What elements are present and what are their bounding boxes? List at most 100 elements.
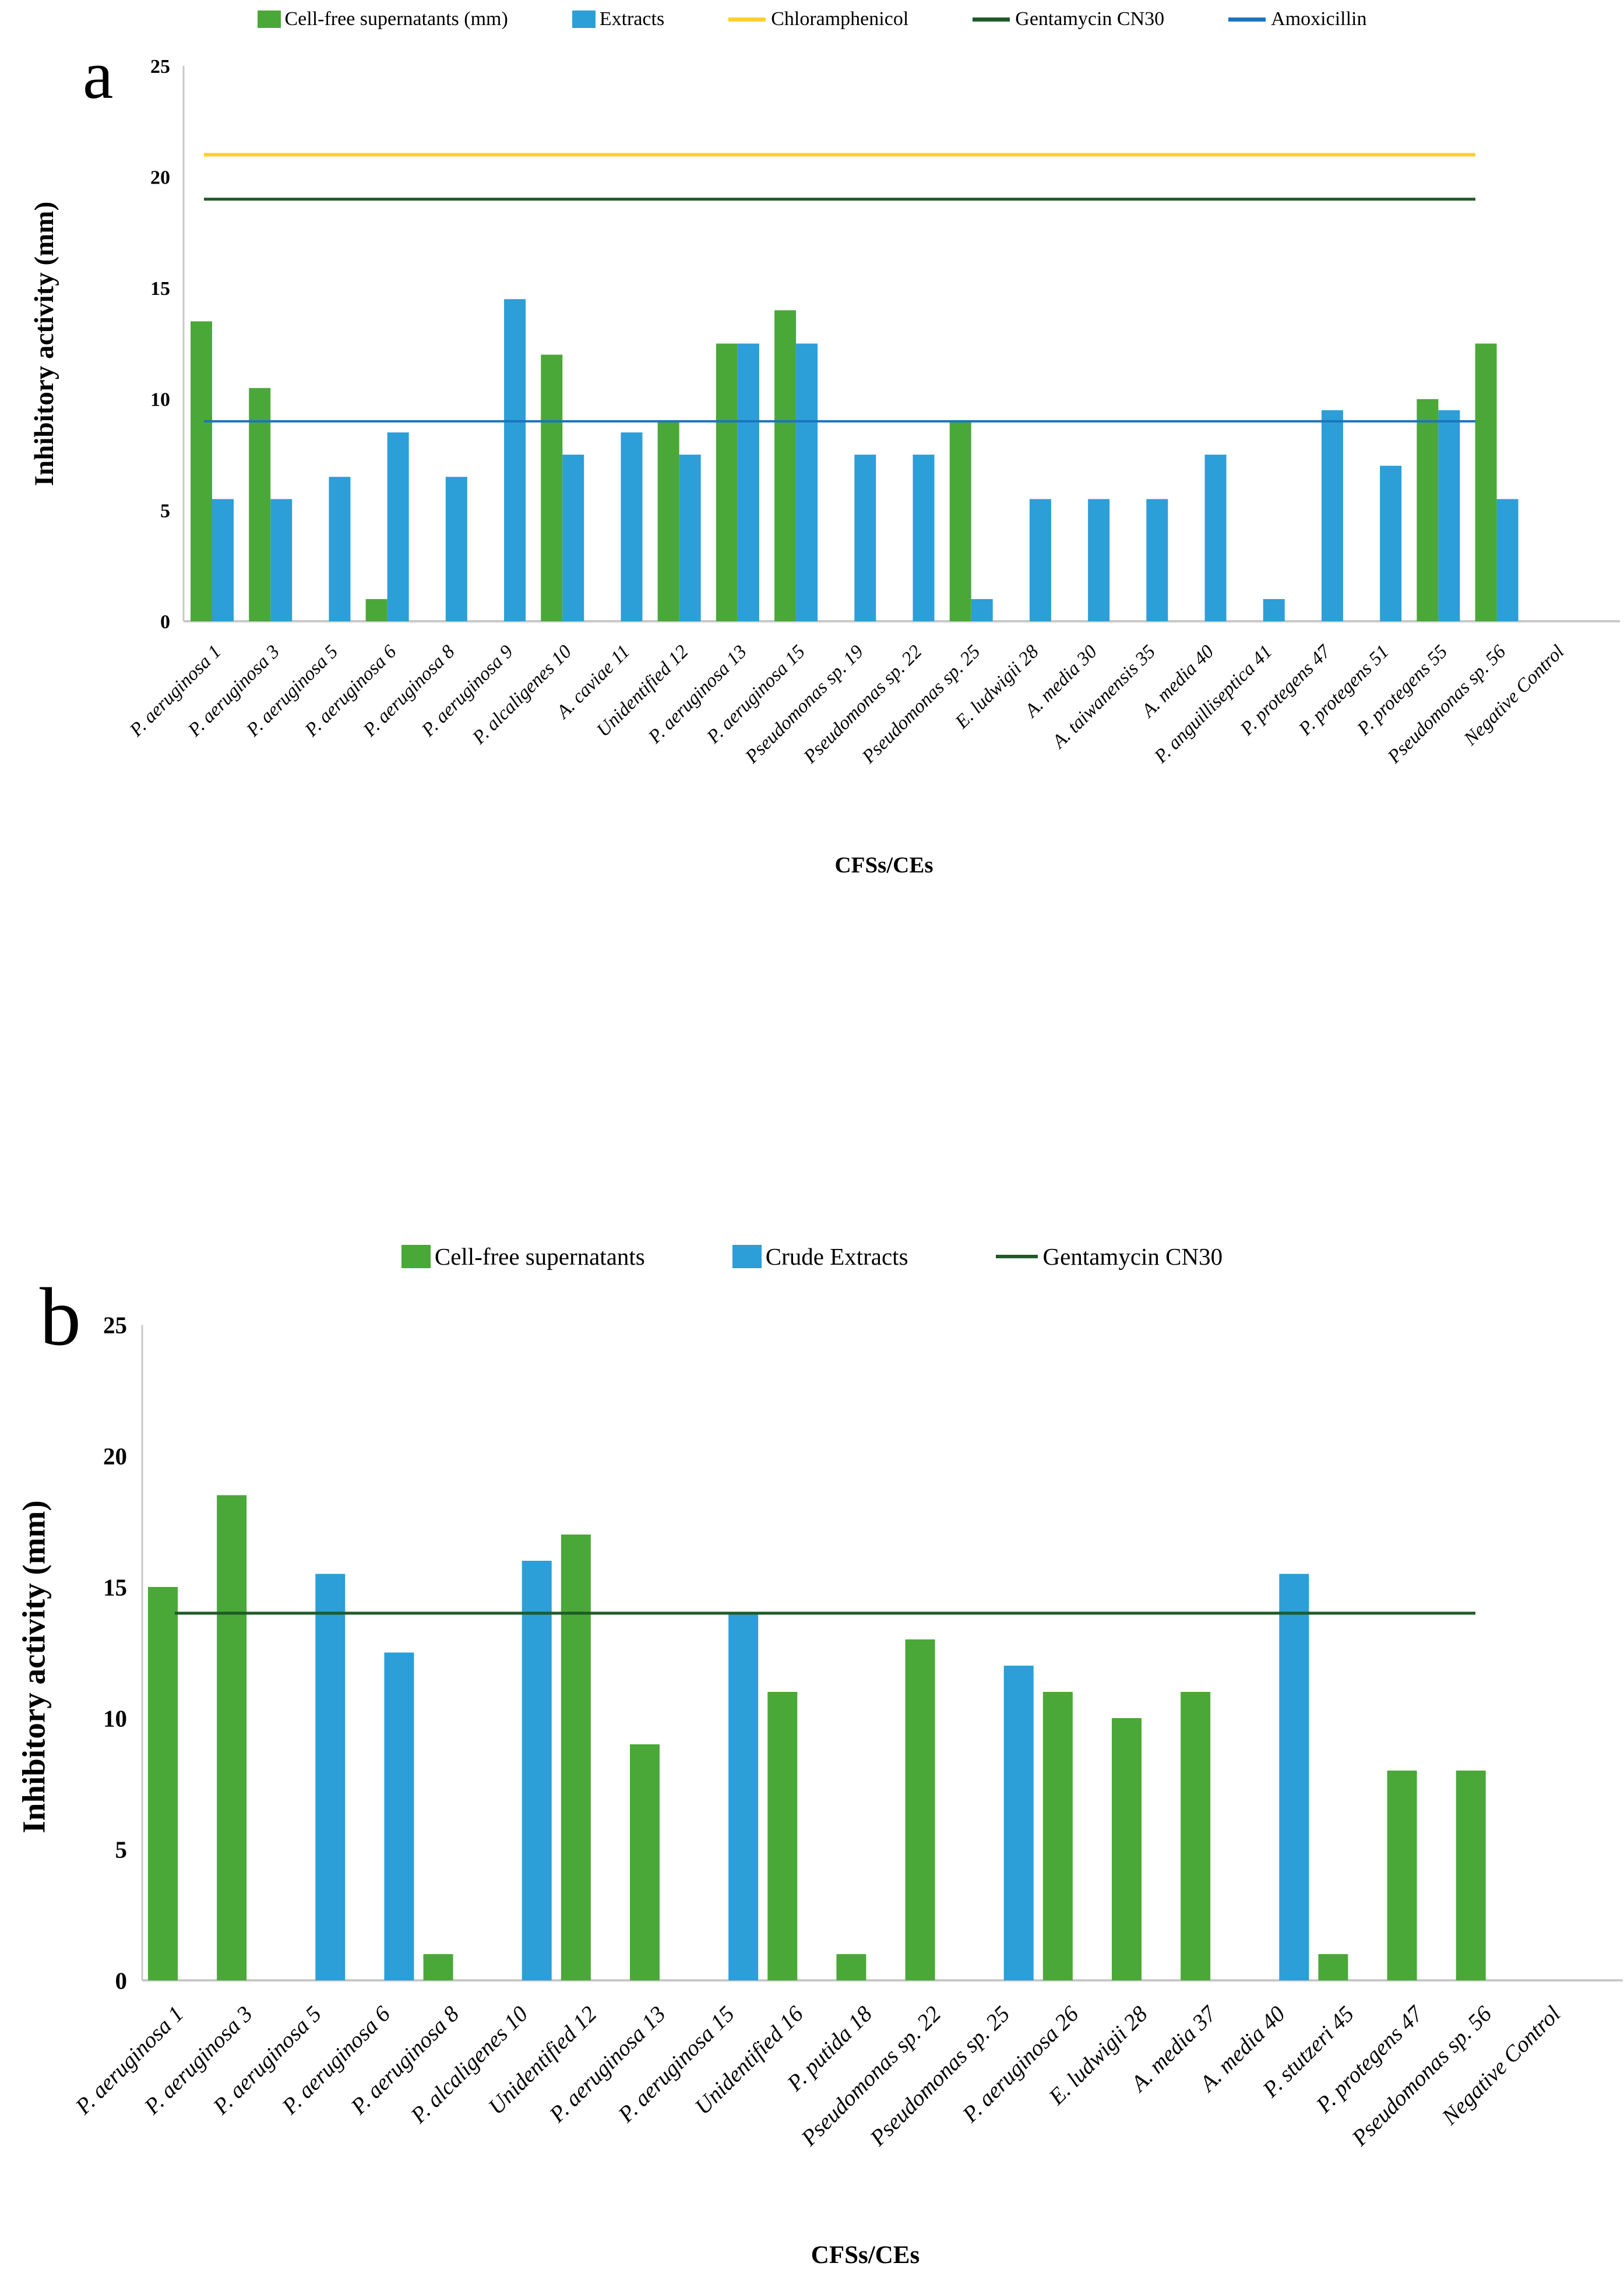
panel-b-x-axis-title: CFSs/CEs [811, 2241, 920, 2269]
panel-a-y-tick-label: 0 [160, 611, 170, 633]
panel-a-y-tick-label: 25 [150, 56, 170, 78]
bar-cfs-b-19 [1456, 1771, 1486, 1980]
panel-b-y-tick-label: 0 [115, 1967, 128, 1994]
bar-cfs-a-0 [191, 321, 212, 621]
bar-extract-a-2 [329, 477, 351, 621]
bar-cfs-b-13 [1042, 1692, 1073, 1980]
panel-a-y-tick-label: 5 [160, 500, 170, 522]
bar-extract-a-6 [562, 455, 584, 621]
legend-label: Cell-free supernatants (mm) [284, 8, 508, 30]
legend-item-gentamycin-cn30: Gentamycin CN30 [995, 1243, 1223, 1271]
legend-line-icon [728, 17, 766, 22]
panel-a-legend: Cell-free supernatants (mm) Extracts Chlor… [0, 8, 1624, 30]
bar-cfs-b-17 [1318, 1954, 1348, 1980]
bar-cfs-b-7 [630, 1744, 660, 1980]
bar-cfs-a-22 [1475, 343, 1497, 621]
legend-item-cell-free-supernatants-mm-: Cell-free supernatants (mm) [257, 8, 508, 30]
bar-cfs-b-11 [905, 1639, 935, 1980]
panel-b-y-tick-label: 20 [103, 1442, 127, 1469]
bar-extract-a-10 [796, 343, 818, 621]
panel-b-y-tick-label: 15 [103, 1574, 127, 1600]
panel-a-y-tick-label: 15 [150, 278, 170, 300]
legend-swatch-icon [572, 10, 596, 28]
bar-cfs-b-15 [1181, 1692, 1211, 1980]
legend-item-chloramphenicol: Chloramphenicol [728, 8, 908, 30]
x-category-label-a-10: P. aeruginosa 15 [703, 641, 809, 748]
panel-a-letter: a [83, 37, 114, 113]
legend-item-amoxicillin: Amoxicillin [1228, 8, 1367, 30]
bar-cfs-b-14 [1112, 1718, 1142, 1980]
bar-extract-a-17 [1204, 455, 1227, 621]
legend-label: Cell-free supernatants [434, 1243, 645, 1270]
bar-extract-a-15 [1088, 499, 1110, 621]
bar-cfs-a-10 [774, 310, 797, 621]
bar-extract-a-14 [1029, 499, 1051, 621]
bar-extract-b-16 [1279, 1574, 1309, 1980]
panel-a-x-axis-title: CFSs/CEs [834, 853, 933, 878]
bar-cfs-a-1 [249, 388, 271, 621]
bar-extract-a-21 [1438, 410, 1460, 621]
bar-extract-a-22 [1496, 499, 1519, 621]
x-category-label-a-16: A. taiwanensis 35 [1048, 641, 1160, 753]
legend-swatch-icon [732, 1245, 762, 1268]
bar-extract-b-12 [1003, 1666, 1034, 1980]
bar-extract-a-13 [971, 599, 993, 621]
bar-cfs-b-10 [836, 1954, 866, 1980]
panel-a-y-tick-label: 10 [150, 389, 170, 411]
bar-extract-a-0 [212, 499, 234, 621]
x-category-label-b-8: P. aeruginosa 15 [613, 2001, 739, 2128]
bar-extract-a-3 [387, 432, 409, 621]
bar-extract-b-3 [384, 1652, 414, 1980]
bar-cfs-a-8 [657, 421, 679, 621]
legend-label: Chloramphenicol [771, 8, 909, 30]
bar-extract-a-16 [1146, 499, 1168, 621]
bar-extract-a-8 [679, 455, 701, 621]
bar-extract-a-1 [270, 499, 293, 621]
legend-line-icon [1228, 17, 1266, 22]
legend-label: Gentamycin CN30 [1042, 1243, 1223, 1270]
bar-cfs-a-3 [365, 599, 387, 621]
bar-extract-a-20 [1380, 466, 1402, 621]
bar-cfs-b-4 [423, 1954, 453, 1980]
bar-extract-b-8 [728, 1613, 759, 1980]
legend-swatch-icon [257, 10, 281, 28]
x-category-label-a-6: P. alcaligenes 10 [468, 641, 576, 749]
bar-cfs-a-21 [1417, 399, 1439, 621]
legend-item-crude-extracts: Crude Extracts [732, 1243, 908, 1271]
bar-extract-a-12 [913, 455, 935, 621]
legend-label: Crude Extracts [765, 1243, 908, 1270]
bar-extract-a-11 [854, 455, 876, 621]
panel-b-y-tick-label: 10 [103, 1705, 127, 1732]
x-category-label-b-13: P. aeruginosa 26 [957, 2001, 1084, 2128]
bar-cfs-a-9 [716, 343, 738, 621]
bar-extract-a-19 [1321, 410, 1343, 621]
panel-a-y-tick-label: 20 [150, 167, 170, 189]
bar-cfs-b-18 [1387, 1771, 1417, 1980]
legend-line-icon [973, 17, 1010, 22]
bar-cfs-a-6 [541, 354, 563, 621]
legend-item-extracts: Extracts [572, 8, 664, 30]
bar-extract-a-4 [445, 477, 467, 621]
x-category-label-a-9: P. aeruginosa 13 [644, 641, 751, 748]
panel-b-legend: Cell-free supernatants Crude Extracts Gent… [0, 1243, 1624, 1271]
bar-cfs-b-9 [767, 1692, 798, 1980]
legend-label: Amoxicillin [1271, 8, 1367, 30]
bar-cfs-b-1 [217, 1495, 247, 1980]
bar-extract-b-2 [315, 1574, 346, 1980]
bar-extract-b-5 [522, 1561, 552, 1980]
x-category-label-b-20: Negative Control [1437, 2001, 1566, 2130]
panel-b-letter: b [40, 1271, 81, 1363]
legend-swatch-icon [401, 1245, 431, 1268]
x-category-label-a-23: Negative Control [1460, 641, 1569, 750]
legend-item-cell-free-supernatants: Cell-free supernatants [401, 1243, 645, 1271]
legend-item-gentamycin-cn30: Gentamycin CN30 [973, 8, 1164, 30]
bar-cfs-a-13 [949, 421, 971, 621]
legend-label: Extracts [599, 8, 665, 30]
panel-b-y-tick-label: 25 [103, 1311, 127, 1338]
bar-extract-a-9 [737, 343, 759, 621]
bar-extract-a-18 [1263, 599, 1285, 621]
legend-line-icon [995, 1255, 1038, 1258]
bar-extract-a-7 [621, 432, 643, 621]
